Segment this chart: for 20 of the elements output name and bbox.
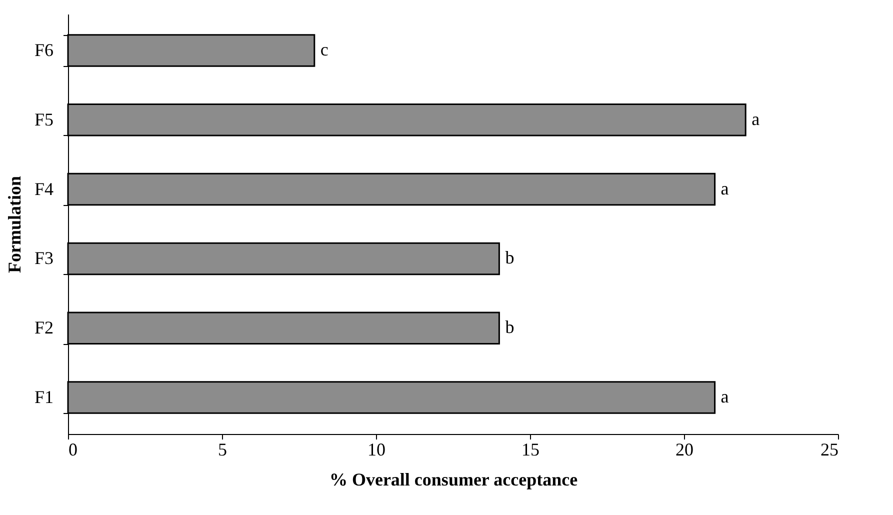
x-axis-title: % Overall consumer acceptance [329, 470, 578, 490]
x-tick-label: 20 [676, 440, 694, 460]
data-label: a [720, 386, 729, 407]
x-tick-label: 5 [218, 440, 227, 460]
data-label: c [320, 39, 328, 60]
x-tick-label: 15 [522, 440, 540, 460]
y-tick-label: F4 [34, 178, 54, 199]
x-tick-label: 10 [368, 440, 386, 460]
y-axis-title: Formulation [4, 176, 24, 273]
y-tick-label: F6 [34, 40, 54, 60]
y-tick-label: F3 [34, 248, 54, 268]
x-tick-label: 0 [68, 440, 78, 460]
data-label: a [752, 108, 760, 129]
data-label: a [720, 178, 729, 198]
y-tick-label: F1 [34, 387, 54, 408]
data-label: b [505, 248, 514, 268]
data-label: b [505, 317, 514, 338]
y-tick-label: F2 [34, 318, 54, 338]
x-tick-label: 25 [820, 440, 838, 460]
y-tick-label: F5 [34, 109, 54, 130]
